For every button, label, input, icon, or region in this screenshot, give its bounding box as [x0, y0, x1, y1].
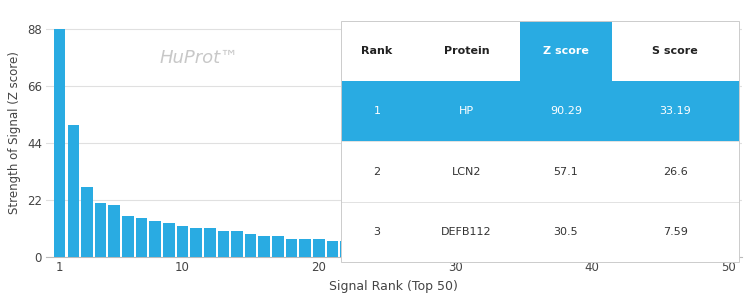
Bar	[613, 249, 625, 257]
Bar	[272, 236, 284, 257]
Bar	[340, 241, 352, 257]
Bar	[586, 249, 598, 257]
Bar	[695, 249, 706, 257]
Bar	[204, 228, 215, 257]
Text: 33.19: 33.19	[659, 106, 691, 116]
Text: 30.5: 30.5	[554, 227, 578, 237]
Text: Protein: Protein	[444, 46, 489, 56]
Bar	[640, 249, 652, 257]
Bar	[136, 218, 147, 257]
Bar	[449, 244, 461, 257]
Bar	[477, 247, 488, 257]
Bar	[518, 247, 530, 257]
Text: 57.1: 57.1	[554, 166, 578, 177]
Bar	[599, 249, 611, 257]
Bar	[668, 249, 680, 257]
Text: 90.29: 90.29	[550, 106, 582, 116]
Bar	[531, 247, 543, 257]
Bar	[545, 247, 556, 257]
Bar	[244, 234, 256, 257]
Text: 2: 2	[374, 166, 380, 177]
Bar	[94, 203, 106, 257]
Text: DEFB112: DEFB112	[441, 227, 492, 237]
Text: LCN2: LCN2	[452, 166, 482, 177]
Text: 3: 3	[374, 227, 380, 237]
Text: Rank: Rank	[362, 46, 393, 56]
Bar	[286, 239, 297, 257]
Bar	[681, 249, 693, 257]
Bar	[572, 247, 584, 257]
Text: Z score: Z score	[543, 46, 589, 56]
Bar	[122, 216, 134, 257]
Bar	[490, 247, 502, 257]
Bar	[149, 221, 161, 257]
Bar	[463, 247, 475, 257]
Bar	[627, 249, 638, 257]
Bar	[381, 244, 393, 257]
Bar	[81, 187, 93, 257]
Text: S score: S score	[652, 46, 698, 56]
X-axis label: Signal Rank (Top 50): Signal Rank (Top 50)	[329, 280, 458, 293]
Bar	[259, 236, 270, 257]
Bar	[354, 241, 365, 257]
Bar	[109, 205, 120, 257]
Bar	[231, 231, 243, 257]
Text: 26.6: 26.6	[663, 166, 688, 177]
Bar	[409, 244, 420, 257]
Y-axis label: Strength of Signal (Z score): Strength of Signal (Z score)	[8, 51, 21, 214]
Text: 1: 1	[374, 106, 380, 116]
Text: 7.59: 7.59	[663, 227, 688, 237]
Bar	[177, 226, 188, 257]
Bar	[559, 247, 570, 257]
Bar	[163, 223, 175, 257]
Bar	[504, 247, 515, 257]
Bar	[422, 244, 433, 257]
Bar	[190, 228, 202, 257]
Bar	[709, 249, 720, 257]
Bar	[436, 244, 448, 257]
Bar	[368, 241, 380, 257]
Bar	[327, 241, 338, 257]
Text: HuProt™: HuProt™	[160, 49, 238, 67]
Bar	[54, 29, 65, 257]
Text: HP: HP	[459, 106, 474, 116]
Bar	[313, 239, 325, 257]
Bar	[68, 125, 80, 257]
Bar	[299, 239, 311, 257]
Bar	[395, 244, 406, 257]
Bar	[217, 231, 229, 257]
Bar	[654, 249, 666, 257]
Bar	[722, 249, 734, 257]
